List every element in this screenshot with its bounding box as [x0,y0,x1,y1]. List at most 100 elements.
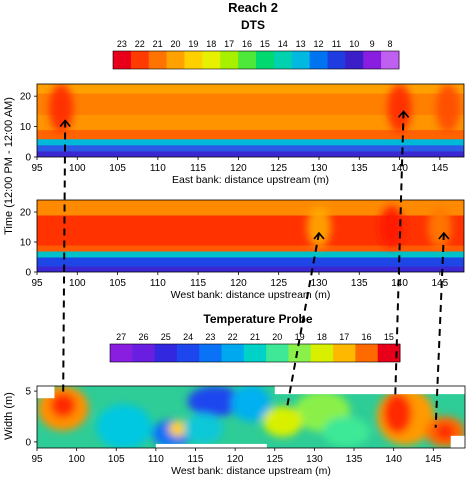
colorbar-swatch [333,344,356,362]
temperature-band [37,144,464,152]
x-tick-label: 120 [227,454,244,465]
colorbar-swatch [166,51,185,69]
temperature-patch [435,423,455,440]
colorbar-swatch [345,51,364,69]
colorbar-tick-label: 14 [278,39,288,49]
patch-layer [37,386,465,448]
hot-spot [379,206,404,248]
colorbar-swatch [202,51,221,69]
x-tick-label: 120 [230,278,247,289]
colorbar-tick-label: 23 [117,39,127,49]
colorbar-swatch [273,51,293,69]
hot-spot [306,206,331,248]
x-tick-label: 140 [385,454,402,465]
colorbar-swatch [148,51,168,69]
colorbar-tick-label: 18 [317,332,327,342]
colorbar-swatch [243,344,267,362]
x-tick-label: 135 [351,163,368,174]
colorbar-swatch [221,344,245,362]
hot-spot-layer [49,84,460,133]
colorbar-tick-label: 18 [206,39,216,49]
temperature-band [37,93,464,115]
colorbar-swatch [184,51,203,69]
dashed-connector [434,232,445,428]
x-tick-label: 140 [391,163,408,174]
colorbar-tick-label: 27 [116,332,126,342]
temperature-patch [50,393,76,418]
temperature-patch [183,413,224,444]
y-tick-label: 20 [20,208,32,219]
dts-label: DTS [241,18,265,32]
plot-frame [36,385,466,449]
x-tick-label: 100 [69,163,86,174]
hot-spot [387,84,412,133]
colorbar-swatch [199,344,223,362]
x-tick-label: 125 [266,454,283,465]
colorbar-tick-label: 22 [135,39,145,49]
no-data-region [155,443,267,448]
no-data-region [274,386,465,395]
temperature-patch [383,393,412,434]
x-tick-label: 125 [270,163,287,174]
temperature-patch [96,404,152,448]
colorbar-swatch [132,344,156,362]
x-tick-label: 95 [31,163,43,174]
colorbar-tick-label: 19 [188,39,198,49]
colorbar-swatch [355,344,379,362]
y-tick-label: 0 [25,437,31,448]
probe-panel: 95 100 105 110 115 120 125 130 135 140 145 0 5 West b… [25,385,466,477]
y-tick-label: 0 [25,268,31,279]
colorbar-tick-label: 26 [138,332,148,342]
temperature-patch [168,420,188,437]
x-tick-label: 110 [148,454,164,465]
temperature-patch [262,406,303,437]
x-axis-label: East bank: distance upstream (m) [172,174,329,186]
x-tick-label: 130 [311,163,328,174]
temperature-band [37,129,464,140]
probe-colorbar: 27 26 25 24 23 22 21 20 19 18 17 16 15 [109,332,401,363]
east-bank-panel: 95 100 105 110 115 120 125 130 135 140 145 0 10 20 Eas… [20,83,465,186]
connector-lines [59,110,450,428]
x-tick-label: 120 [230,163,247,174]
arrow-head [313,231,325,240]
x-tick-label: 145 [431,163,448,174]
figure-title: Reach 2 [228,0,278,15]
colorbar-tick-label: 24 [183,332,193,342]
x-tick-label: 100 [69,278,86,289]
colorbar-swatch [310,344,334,362]
x-tick-label: 145 [431,278,448,289]
temperature-band [37,84,464,94]
time-axis-label: Time (12:00 PM - 12:00 AM) [3,97,15,235]
x-tick-label: 115 [190,278,206,289]
colorbar-swatch [113,51,132,69]
colorbar-tick-label: 13 [296,39,306,49]
x-tick-label: 100 [68,454,85,465]
x-tick-label: 95 [31,278,43,289]
colorbar-tick-label: 20 [171,39,181,49]
x-tick-label: 110 [150,278,166,289]
hot-spot [435,84,460,133]
heatmap-area [37,386,465,448]
colorbar-swatch [291,51,311,69]
hot-spot [49,84,74,133]
colorbar-tick-label: 20 [272,332,282,342]
west-bank-panel: 95 100 105 110 115 120 125 130 135 140 145 0 10 20 Wes… [20,199,465,301]
colorbar-swatch [309,51,328,69]
x-tick-label: 135 [346,454,363,465]
plot-frame [36,83,465,158]
x-tick-label: 105 [109,163,126,174]
temperature-patch [322,416,370,447]
colorbar-tick-label: 22 [228,332,238,342]
colorbar-swatch [238,51,257,69]
colorbar-frame [112,50,400,70]
colorbar-tick-label: 10 [349,39,359,49]
colorbar-tick-label: 16 [242,39,252,49]
hot-spot-layer [306,206,452,248]
x-tick-label: 130 [311,278,328,289]
colorbar-swatch [154,344,178,362]
x-tick-label: 115 [188,454,204,465]
temperature-band [37,266,464,272]
colorbar-tick-label: 23 [205,332,215,342]
dashed-connector [285,232,320,410]
